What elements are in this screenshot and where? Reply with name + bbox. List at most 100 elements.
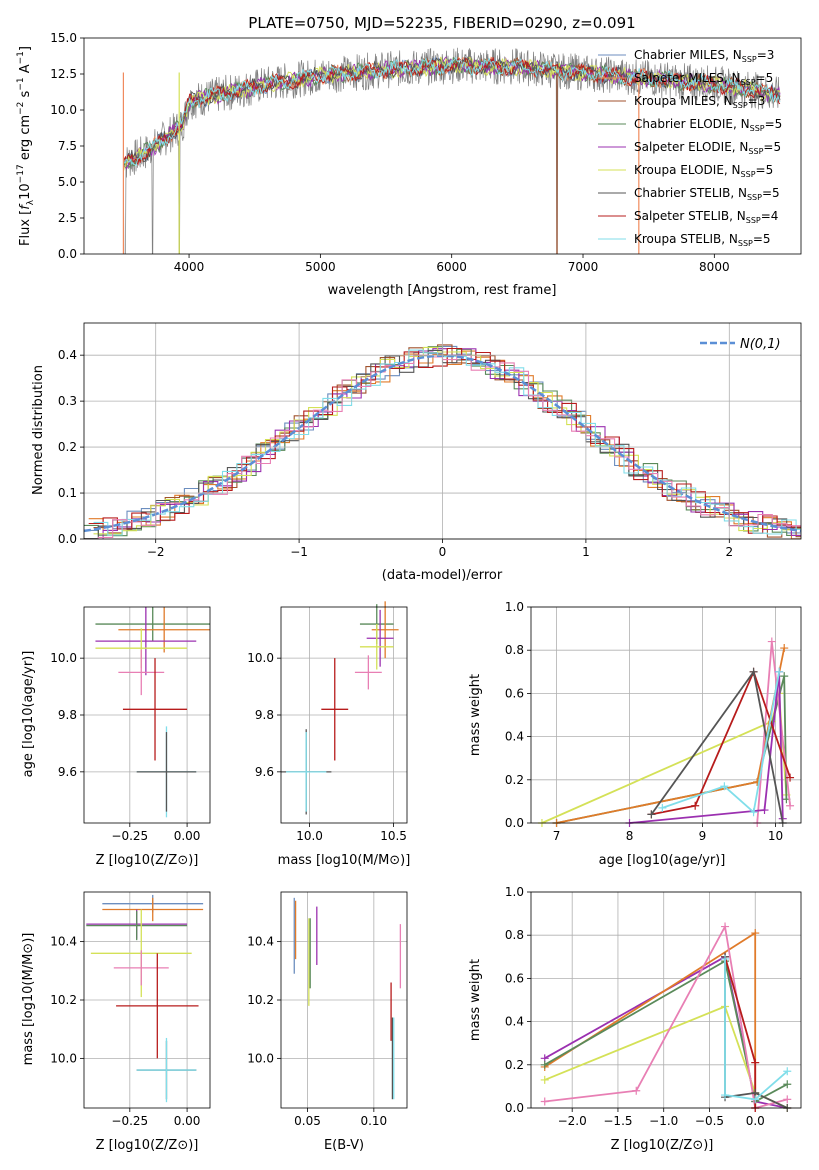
- model-spectrum: [122, 56, 781, 172]
- y-tick-label: 15.0: [50, 31, 77, 45]
- weight-line: [651, 669, 791, 816]
- y-tick-label: 10.0: [50, 651, 77, 665]
- legend-text: Kroupa MILES, N: [634, 94, 733, 108]
- weight-marker: [658, 803, 667, 812]
- x-tick-label: 10: [768, 829, 783, 843]
- weight-line: [662, 671, 780, 814]
- legend-value: =5: [756, 71, 774, 85]
- x-tick-label: 0.10: [360, 1114, 387, 1128]
- residual-histogram: [93, 344, 801, 538]
- weight-marker: [751, 1095, 760, 1104]
- weight-marker: [720, 782, 729, 791]
- y-tick-label: 0.2: [58, 440, 77, 454]
- x-tick-label: 0: [439, 545, 447, 559]
- panel-mass_vs_z: −0.25 0.00 10.0 10.2 10.4: [50, 891, 211, 1128]
- weight-marker: [786, 773, 795, 782]
- weight-marker: [783, 1080, 792, 1089]
- y-tick-label: 10.4: [50, 935, 77, 949]
- legend-subscript: SSP: [741, 78, 756, 87]
- legend-subscript: SSP: [748, 147, 763, 156]
- spectrum-title: PLATE=0750, MJD=52235, FIBERID=0290, z=0…: [248, 14, 635, 32]
- x-tick-label: 10.5: [380, 829, 407, 843]
- legend-value: =5: [763, 140, 781, 154]
- y-tick-label: 10.4: [247, 935, 274, 949]
- legend-label: Chabrier MILES, NSSP=3: [634, 48, 774, 64]
- y-tick-label: 10.0: [50, 103, 77, 117]
- weight-marker: [540, 1097, 549, 1106]
- spectrum-plot-area: [122, 47, 781, 254]
- age-z-ylabel: age [log10(age/yr)]: [21, 651, 36, 778]
- panel-mass_vs_ebv: 0.05 0.10 10.0 10.2 10.4: [247, 891, 408, 1128]
- y-tick-label: 0.8: [505, 928, 524, 942]
- x-tick-label: 2: [725, 545, 733, 559]
- panel-weight_vs_age: 7 8 9 10 0.0 0.2 0.4 0.6 0.8 1.0: [505, 600, 802, 843]
- legend-subscript: SSP: [750, 124, 765, 133]
- weight-age-xlabel: age [log10(age/yr)]: [599, 853, 726, 868]
- weight-marker: [751, 1058, 760, 1067]
- weight-marker: [721, 922, 730, 931]
- legend-label: Chabrier STELIB, NSSP=5: [634, 186, 780, 202]
- y-tick-label: 10.0: [50, 1051, 77, 1065]
- x-tick-label: 7000: [568, 260, 599, 274]
- y-tick-label: 0.2: [505, 773, 524, 787]
- model-spectrum: [122, 56, 781, 167]
- legend-value: =5: [753, 232, 771, 246]
- weight-z-xlabel: Z [log10(Z/Z⊙)]: [611, 1138, 714, 1153]
- weight-marker: [775, 667, 784, 676]
- axes-frame: [280, 606, 408, 824]
- legend-label: Kroupa MILES, NSSP=3: [634, 94, 765, 110]
- residual-histogram: [88, 347, 801, 534]
- weight-line: [541, 693, 788, 824]
- parameter-panel-labels: Z [log10(Z/Z⊙)] age [log10(age/yr)] mass…: [21, 651, 725, 1153]
- weight-line: [724, 959, 788, 1101]
- weight-marker: [647, 810, 656, 819]
- y-tick-label: 0.4: [505, 1015, 524, 1029]
- x-tick-label: −0.5: [695, 1114, 724, 1128]
- legend-text: Salpeter STELIB, N: [634, 209, 746, 223]
- y-tick-label: 0.0: [505, 1101, 524, 1115]
- axes-frame: [530, 891, 802, 1109]
- x-tick-label: 0.00: [174, 829, 201, 843]
- legend-subscript: SSP: [742, 55, 757, 64]
- weight-marker: [780, 672, 789, 681]
- y-tick-label: 9.6: [255, 765, 274, 779]
- axes-frame: [530, 606, 802, 824]
- y-tick-label: 0.0: [58, 247, 77, 261]
- legend-value: =5: [762, 186, 780, 200]
- x-tick-label: −0.25: [111, 829, 148, 843]
- y-tick-label: 0.1: [58, 486, 77, 500]
- weight-marker: [783, 1095, 792, 1104]
- weight-marker: [749, 667, 758, 676]
- legend-label: Salpeter STELIB, NSSP=4: [634, 209, 778, 225]
- x-tick-label: 6000: [436, 260, 467, 274]
- weight-marker: [751, 929, 760, 938]
- legend-subscript: SSP: [738, 239, 753, 248]
- legend-value: =5: [765, 117, 783, 131]
- weight-marker: [749, 808, 758, 817]
- x-tick-label: 0.0: [746, 1114, 765, 1128]
- y-tick-label: 9.6: [58, 765, 77, 779]
- panel-weight_vs_z: −2.0 −1.5 −1.0 −0.5 0.0 0.0 0.2 0.4 0.6 0.8 1.0: [505, 885, 802, 1128]
- residuals-xlabel: (data-model)/error: [382, 568, 503, 583]
- legend-label: Chabrier ELODIE, NSSP=5: [634, 117, 782, 133]
- axes-frame: [83, 37, 802, 255]
- legend-subscript: SSP: [746, 216, 761, 225]
- weight-z-ylabel: mass weight: [468, 959, 483, 1041]
- weight-marker: [780, 644, 789, 653]
- residuals-ylabel: Normed distribution: [31, 365, 46, 495]
- panel-age_vs_z: −0.25 0.00 9.6 9.8 10.0: [50, 606, 211, 843]
- legend-text: Kroupa STELIB, N: [634, 232, 738, 246]
- axes-frame: [83, 891, 211, 1109]
- weight-marker: [786, 801, 795, 810]
- y-tick-label: 12.5: [50, 67, 77, 81]
- legend-value: =5: [756, 163, 774, 177]
- panel-spectrum: PLATE=0750, MJD=52235, FIBERID=0290, z=0…: [16, 14, 802, 298]
- y-tick-label: 9.8: [58, 708, 77, 722]
- x-tick-label: 5000: [305, 260, 336, 274]
- y-tick-label: 0.0: [58, 532, 77, 546]
- y-tick-label: 10.2: [247, 993, 274, 1007]
- y-tick-label: 9.8: [255, 708, 274, 722]
- spectrum-xlabel: wavelength [Angstrom, rest frame]: [328, 283, 557, 298]
